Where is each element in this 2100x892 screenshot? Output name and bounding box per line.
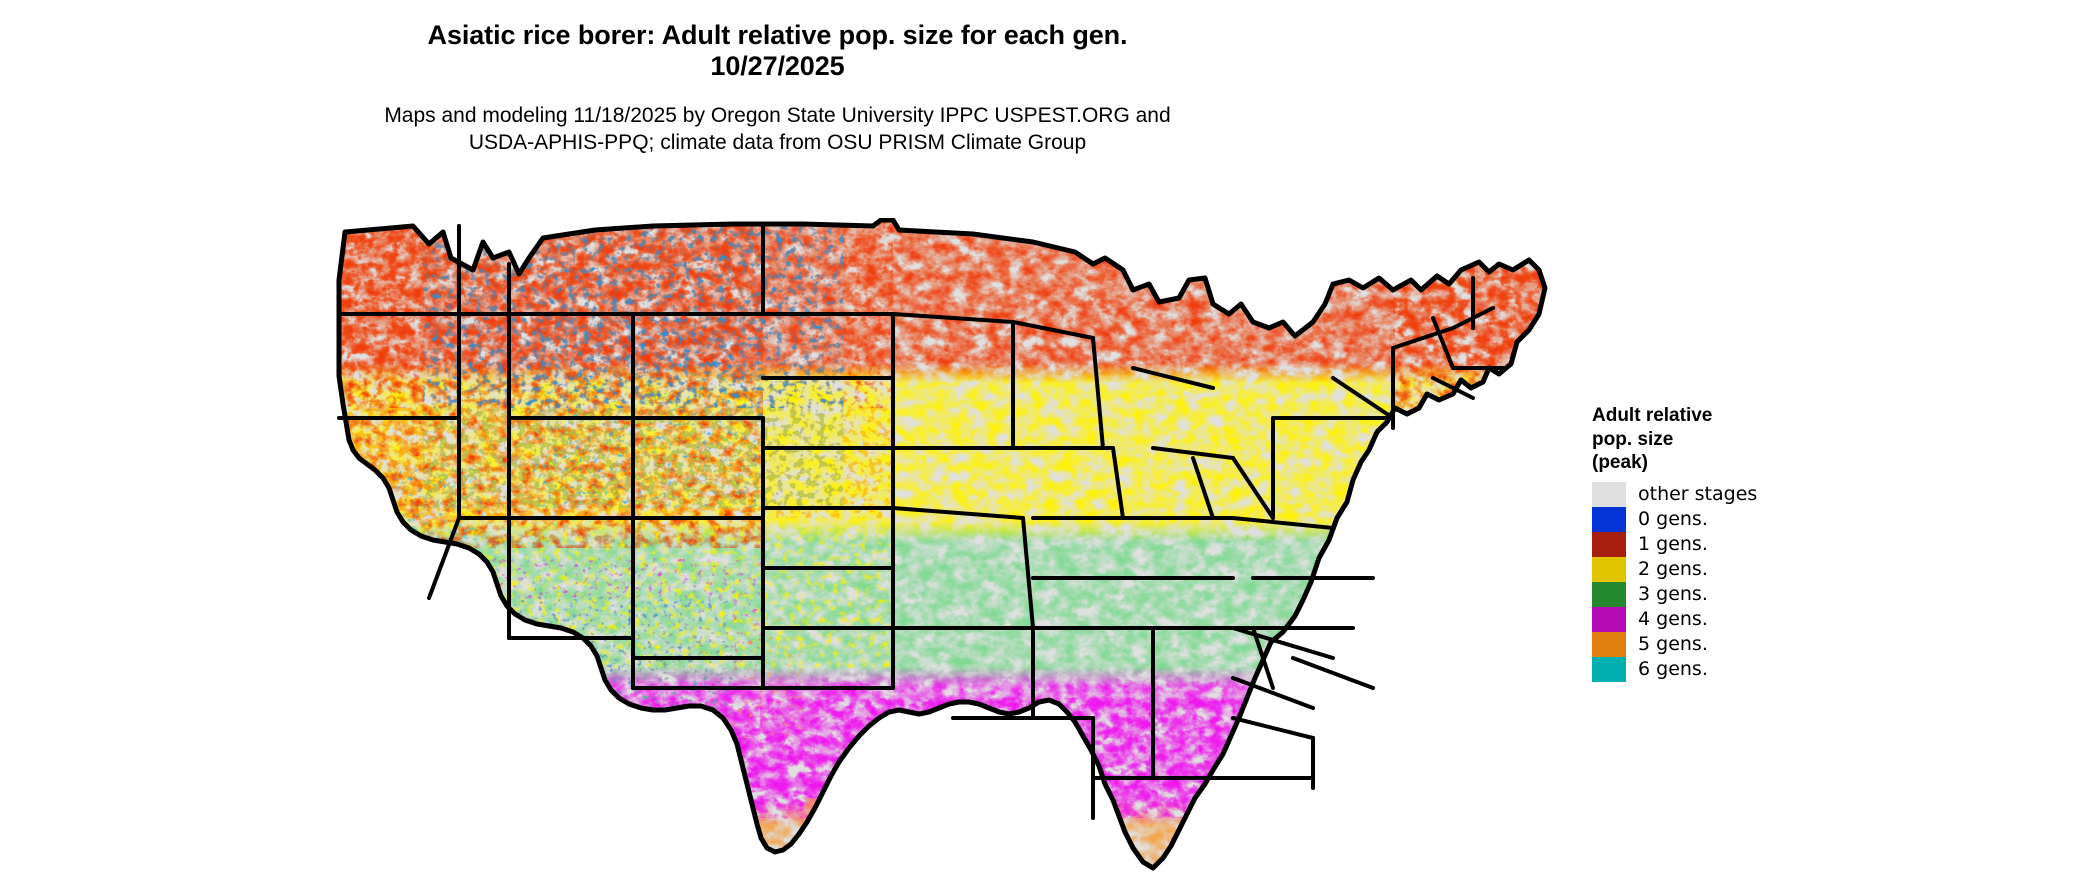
legend-swatch bbox=[1592, 581, 1626, 607]
legend-label: 4 gens. bbox=[1638, 607, 1708, 630]
page-title: Asiatic rice borer: Adult relative pop. … bbox=[427, 20, 1128, 81]
internal-state-borders bbox=[337, 224, 1505, 820]
legend-item: 0 gens. bbox=[1592, 506, 1892, 532]
legend-item: 3 gens. bbox=[1592, 581, 1892, 607]
legend-swatch bbox=[1592, 531, 1626, 557]
legend-item: 5 gens. bbox=[1592, 631, 1892, 657]
legend-label: 2 gens. bbox=[1638, 557, 1708, 580]
legend-label: 6 gens. bbox=[1638, 657, 1708, 680]
legend-label: 5 gens. bbox=[1638, 632, 1708, 655]
legend-swatch bbox=[1592, 506, 1626, 532]
legend-label: 1 gens. bbox=[1638, 532, 1708, 555]
legend-item: 2 gens. bbox=[1592, 556, 1892, 582]
legend-item: 1 gens. bbox=[1592, 531, 1892, 557]
raster-gens5-south-florida bbox=[1293, 788, 1403, 868]
us-generations-map[interactable] bbox=[333, 218, 1558, 878]
legend-swatch bbox=[1592, 606, 1626, 632]
map-container[interactable] bbox=[333, 218, 1558, 878]
legend-items: other stages 0 gens. 1 gens. 2 gens. 3 gens.… bbox=[1592, 481, 1892, 682]
legend-swatch bbox=[1592, 481, 1626, 507]
state-borders-layer bbox=[336, 218, 1548, 871]
legend-label: 0 gens. bbox=[1638, 507, 1708, 530]
legend-swatch bbox=[1592, 656, 1626, 682]
legend-item: 4 gens. bbox=[1592, 606, 1892, 632]
raster-gens5-rio-grande bbox=[803, 798, 913, 868]
legend-swatch bbox=[1592, 631, 1626, 657]
national-outline bbox=[336, 218, 1548, 871]
legend-label: other stages bbox=[1638, 482, 1758, 505]
legend-item: 6 gens. bbox=[1592, 656, 1892, 682]
legend-swatch bbox=[1592, 556, 1626, 582]
page-subtitle: Maps and modeling 11/18/2025 by Oregon S… bbox=[384, 103, 1171, 154]
map-legend: Adult relative pop. size (peak) other st… bbox=[1592, 404, 1892, 682]
legend-title: Adult relative pop. size (peak) bbox=[1592, 405, 1713, 474]
legend-label: 3 gens. bbox=[1638, 582, 1708, 605]
legend-item: other stages bbox=[1592, 481, 1892, 507]
page-header: Asiatic rice borer: Adult relative pop. … bbox=[0, 0, 1555, 156]
